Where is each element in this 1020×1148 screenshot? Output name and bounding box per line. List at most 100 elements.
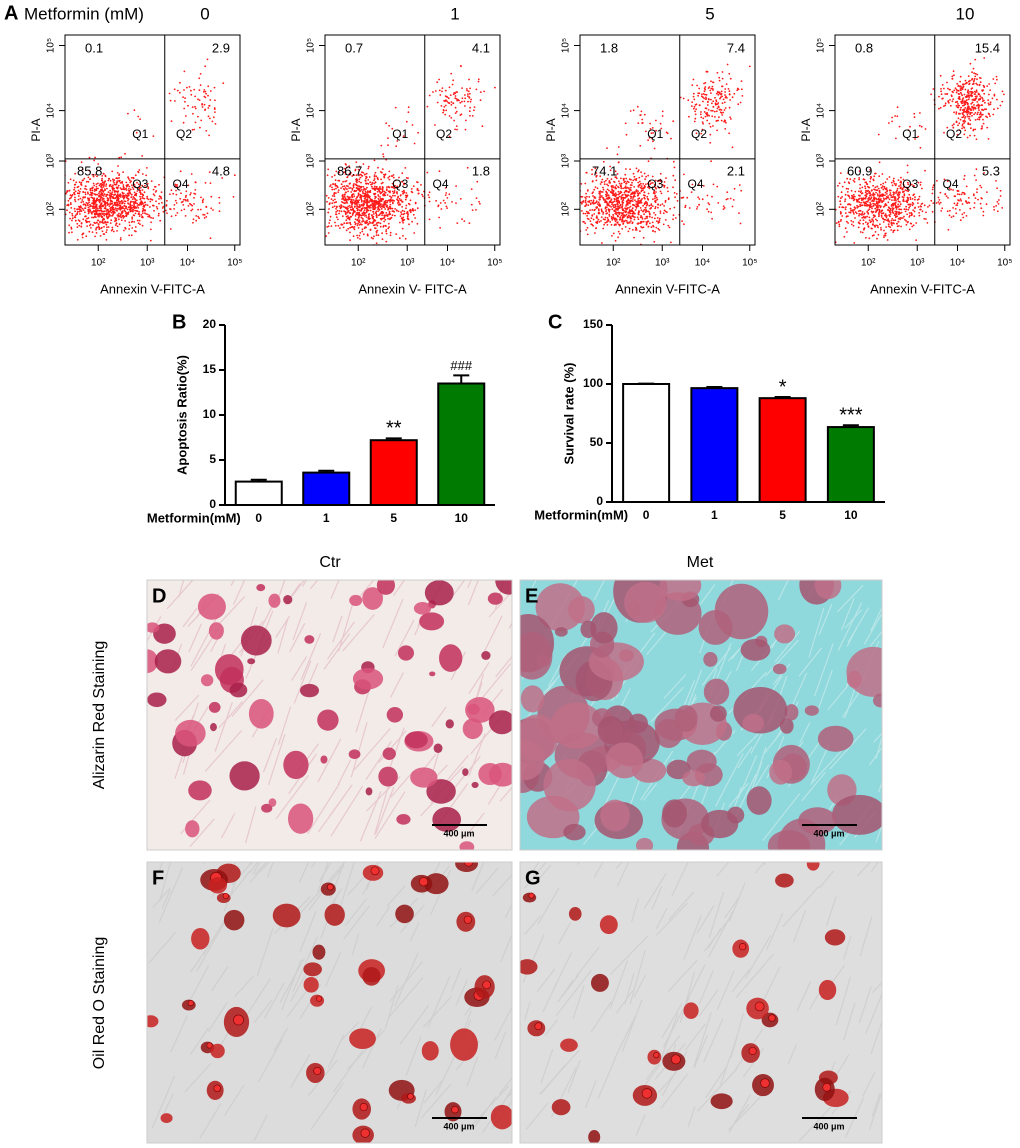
event-dot bbox=[917, 206, 920, 208]
event-dot bbox=[657, 206, 659, 209]
event-dot bbox=[74, 216, 77, 219]
event-dot bbox=[198, 77, 201, 80]
event-dot bbox=[608, 205, 611, 207]
event-dot bbox=[901, 188, 904, 191]
event-dot bbox=[650, 207, 652, 209]
event-dot bbox=[981, 96, 983, 99]
event-dot bbox=[654, 186, 657, 189]
event-dot bbox=[334, 221, 336, 224]
event-dot bbox=[93, 213, 96, 216]
event-dot bbox=[949, 88, 951, 91]
event-dot bbox=[982, 214, 985, 217]
event-dot bbox=[358, 199, 361, 202]
event-dot bbox=[893, 182, 896, 185]
event-dot bbox=[342, 226, 345, 229]
event-dot bbox=[97, 163, 100, 165]
event-dot bbox=[439, 202, 442, 204]
x-tick-label: 10⁵ bbox=[997, 258, 1012, 269]
event-dot bbox=[417, 192, 420, 195]
event-dot bbox=[108, 215, 110, 217]
event-dot bbox=[343, 199, 346, 202]
event-dot bbox=[352, 226, 355, 229]
event-dot bbox=[198, 99, 201, 101]
event-dot bbox=[73, 207, 76, 210]
event-dot bbox=[919, 208, 921, 211]
event-dot bbox=[94, 174, 96, 176]
event-dot bbox=[887, 122, 890, 124]
event-dot bbox=[133, 109, 136, 112]
event-dot bbox=[85, 215, 87, 218]
event-dot bbox=[663, 181, 666, 183]
event-dot bbox=[981, 98, 984, 100]
event-dot bbox=[887, 201, 890, 204]
event-dot bbox=[655, 196, 658, 199]
event-dot bbox=[631, 212, 634, 215]
event-dot bbox=[967, 115, 969, 118]
event-dot bbox=[364, 215, 366, 217]
event-dot bbox=[375, 212, 377, 215]
event-dot bbox=[133, 204, 136, 207]
event-dot bbox=[646, 195, 649, 198]
event-dot bbox=[920, 203, 923, 205]
event-dot bbox=[849, 211, 852, 214]
event-dot bbox=[973, 113, 975, 116]
event-dot bbox=[135, 230, 137, 233]
event-dot bbox=[992, 78, 995, 80]
event-dot bbox=[621, 203, 624, 206]
event-dot bbox=[661, 110, 664, 113]
event-dot bbox=[358, 165, 361, 168]
event-dot bbox=[421, 193, 423, 196]
event-dot bbox=[886, 196, 889, 199]
event-dot bbox=[124, 188, 126, 191]
event-dot bbox=[184, 97, 187, 99]
event-dot bbox=[448, 86, 451, 89]
event-dot bbox=[860, 204, 863, 207]
y-tick-label: 10⁴ bbox=[306, 103, 317, 118]
event-dot bbox=[606, 206, 608, 209]
event-dot bbox=[133, 183, 136, 186]
event-dot bbox=[74, 172, 77, 175]
event-dot bbox=[382, 155, 385, 158]
event-dot bbox=[360, 185, 363, 188]
event-dot bbox=[898, 185, 900, 188]
event-dot bbox=[878, 175, 881, 178]
event-dot bbox=[411, 191, 414, 194]
event-dot bbox=[345, 185, 348, 187]
event-dot bbox=[909, 184, 912, 186]
y-tick-label: 10⁵ bbox=[816, 38, 827, 53]
event-dot bbox=[398, 203, 401, 205]
event-dot bbox=[697, 94, 699, 97]
y-tick-label: 100 bbox=[583, 376, 603, 390]
event-dot bbox=[902, 217, 904, 219]
event-dot bbox=[691, 101, 694, 103]
event-dot bbox=[640, 209, 643, 212]
event-dot bbox=[360, 214, 363, 217]
event-dot bbox=[704, 93, 706, 96]
event-dot bbox=[646, 182, 649, 185]
event-dot bbox=[137, 115, 140, 118]
event-dot bbox=[864, 197, 867, 200]
event-dot bbox=[612, 205, 614, 207]
event-dot bbox=[877, 233, 880, 236]
x-tick-label: 10³ bbox=[655, 258, 670, 269]
event-dot bbox=[123, 204, 126, 207]
event-dot bbox=[73, 191, 76, 194]
event-dot bbox=[917, 135, 920, 138]
event-dot bbox=[585, 229, 588, 231]
event-dot bbox=[626, 207, 629, 209]
event-dot bbox=[94, 235, 96, 238]
event-dot bbox=[120, 194, 122, 197]
event-dot bbox=[649, 180, 651, 183]
event-dot bbox=[643, 113, 646, 116]
dose-label: 5 bbox=[705, 4, 714, 23]
event-dot bbox=[384, 224, 387, 227]
event-dot bbox=[873, 198, 876, 201]
event-dot bbox=[169, 228, 172, 230]
event-dot bbox=[956, 82, 959, 85]
event-dot bbox=[900, 208, 903, 211]
y-axis-label: PI-A bbox=[29, 118, 43, 141]
event-dot bbox=[885, 216, 888, 219]
event-dot bbox=[624, 197, 626, 199]
event-dot bbox=[468, 110, 471, 113]
event-dot bbox=[109, 222, 112, 225]
